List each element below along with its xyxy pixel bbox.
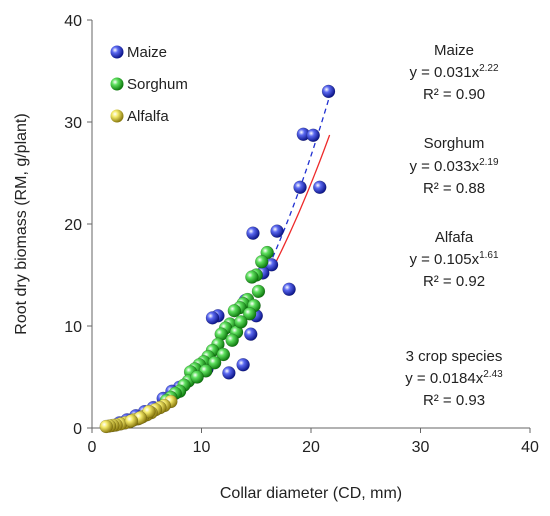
annotation-3-crop-species: 3 crop species y = 0.0184x2.43 R² = 0.93 bbox=[405, 348, 503, 409]
point-sorghum bbox=[254, 254, 269, 269]
legend-item-sorghum: Sorghum bbox=[110, 76, 188, 93]
y-tick-label: 0 bbox=[73, 421, 82, 438]
legend-label-sorghum: Sorghum bbox=[127, 76, 188, 93]
data-points bbox=[99, 84, 336, 434]
axes: 0 10 20 30 40 0 10 20 30 40 bbox=[64, 13, 539, 456]
point-maize bbox=[244, 327, 258, 341]
y-tick-label: 30 bbox=[64, 115, 82, 132]
point-maize bbox=[205, 311, 220, 325]
point-sorghum bbox=[242, 307, 257, 321]
legend-marker-sorghum bbox=[110, 77, 124, 91]
annotation-sorghum-r2: R² = 0.88 bbox=[423, 180, 485, 197]
x-tick-label: 40 bbox=[521, 439, 539, 456]
annotation-sorghum-title: Sorghum bbox=[424, 135, 485, 152]
legend-item-alfalfa: Alfalfa bbox=[110, 108, 169, 125]
x-axis-label: Collar diameter (CD, mm) bbox=[220, 485, 402, 502]
annotation-alfafa-r2: R² = 0.92 bbox=[423, 273, 485, 290]
annotation-alfafa: Alfafa y = 0.105x1.61 R² = 0.92 bbox=[409, 229, 499, 290]
legend-marker-maize bbox=[110, 45, 124, 59]
annotation-3-crop-species-title: 3 crop species bbox=[406, 348, 503, 365]
annotation-sorghum: Sorghum y = 0.033x2.19 R² = 0.88 bbox=[409, 135, 499, 197]
fit-lines bbox=[272, 95, 331, 269]
legend-label-maize: Maize bbox=[127, 44, 167, 61]
point-maize bbox=[321, 84, 336, 99]
annotation-3-crop-species-r2: R² = 0.93 bbox=[423, 392, 485, 409]
y-tick-label: 10 bbox=[64, 319, 82, 336]
y-ticks: 0 10 20 30 40 bbox=[64, 13, 92, 438]
x-tick-label: 20 bbox=[302, 439, 320, 456]
point-sorghum bbox=[225, 333, 239, 348]
y-tick-label: 40 bbox=[64, 13, 82, 30]
annotation-3-crop-species-equation: y = 0.0184x2.43 bbox=[405, 369, 503, 387]
point-sorghum bbox=[234, 315, 248, 329]
point-maize bbox=[313, 180, 327, 195]
point-maize bbox=[222, 366, 236, 380]
equation-annotations: Maize y = 0.031x2.22 R² = 0.90 Sorghum y… bbox=[405, 42, 503, 409]
x-tick-label: 30 bbox=[412, 439, 430, 456]
point-sorghum bbox=[251, 284, 266, 299]
x-tick-label: 10 bbox=[193, 439, 211, 456]
point-sorghum bbox=[207, 355, 222, 370]
point-maize bbox=[282, 282, 296, 297]
x-tick-label: 0 bbox=[88, 439, 97, 456]
legend: Maize Sorghum Alfalfa bbox=[110, 44, 188, 125]
point-sorghum bbox=[216, 347, 231, 362]
legend-marker-alfalfa bbox=[110, 109, 124, 123]
point-maize bbox=[270, 224, 284, 238]
point-sorghum bbox=[190, 370, 204, 384]
y-axis-label: Root dry biomass (RM, g/plant) bbox=[13, 113, 30, 334]
y-tick-label: 20 bbox=[64, 217, 82, 234]
point-maize bbox=[246, 226, 260, 240]
point-alfalfa bbox=[124, 414, 139, 428]
annotation-alfafa-equation: y = 0.105x1.61 bbox=[409, 250, 499, 268]
legend-label-alfalfa: Alfalfa bbox=[127, 108, 169, 125]
legend-item-maize: Maize bbox=[110, 44, 167, 61]
annotation-maize-equation: y = 0.031x2.22 bbox=[409, 63, 499, 81]
x-ticks: 0 10 20 30 40 bbox=[88, 428, 539, 456]
annotation-maize-title: Maize bbox=[434, 42, 474, 59]
point-sorghum bbox=[245, 270, 259, 284]
point-maize bbox=[293, 180, 307, 195]
point-sorghum bbox=[227, 303, 242, 318]
annotation-sorghum-equation: y = 0.033x2.19 bbox=[409, 157, 499, 175]
annotation-maize-r2: R² = 0.90 bbox=[423, 86, 485, 103]
annotation-alfafa-title: Alfafa bbox=[435, 229, 474, 246]
annotation-maize: Maize y = 0.031x2.22 R² = 0.90 bbox=[409, 42, 499, 103]
fit-line-maize bbox=[272, 134, 331, 269]
point-maize bbox=[306, 128, 320, 143]
point-maize bbox=[236, 358, 250, 372]
fit-line-3-crop-species bbox=[272, 95, 331, 258]
point-alfalfa bbox=[99, 419, 113, 434]
